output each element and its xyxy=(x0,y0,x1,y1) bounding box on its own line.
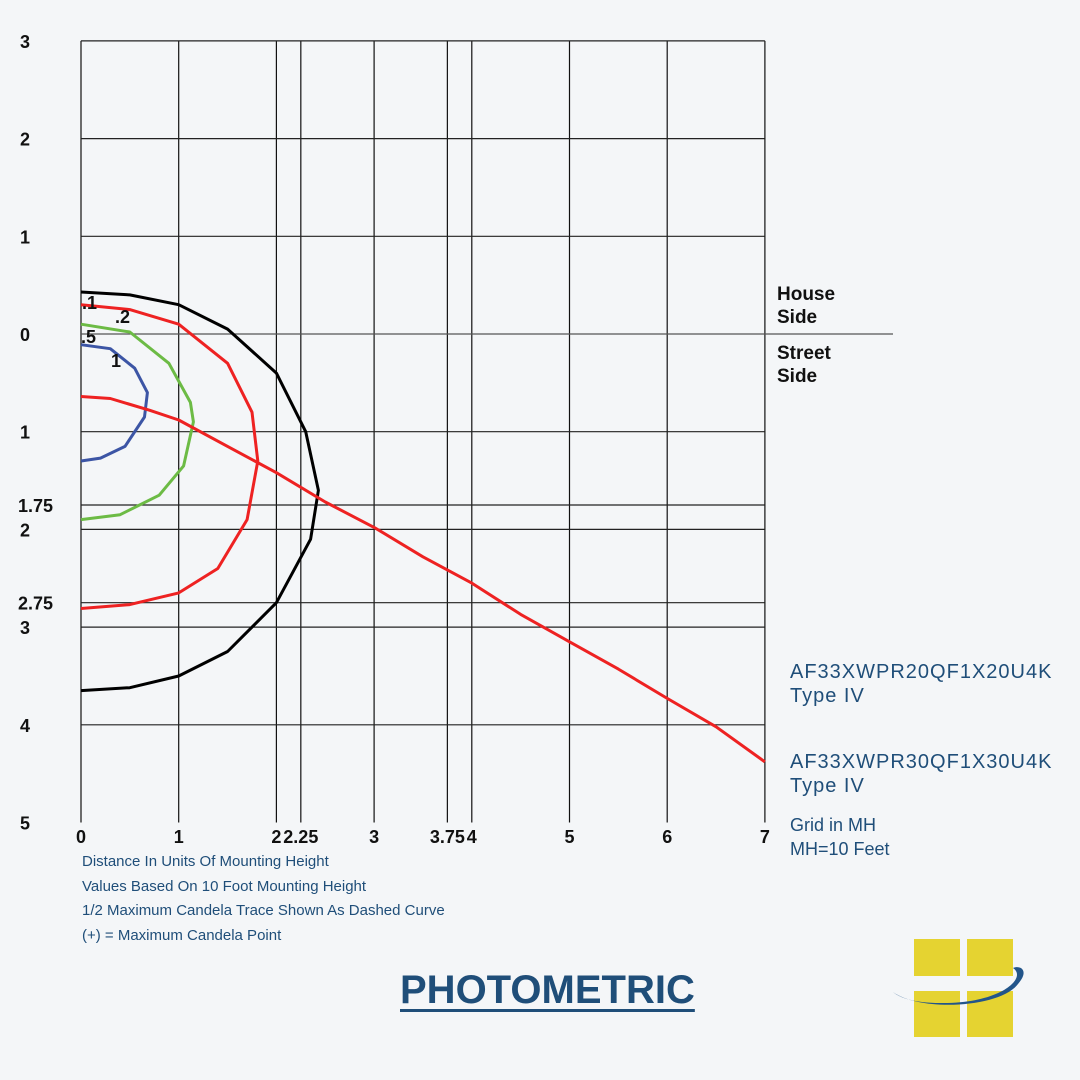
note-line: Distance In Units Of Mounting Height xyxy=(82,853,329,870)
contour-label-02: .2 xyxy=(115,307,130,327)
x-tick-label: 6 xyxy=(662,827,672,847)
y-tick-label: 2.75 xyxy=(18,594,53,614)
curves xyxy=(80,290,766,764)
note-line: 1/2 Maximum Candela Trace Shown As Dashe… xyxy=(82,902,445,920)
y-tick-label: 4 xyxy=(20,716,30,736)
isofootcandle-curve-.5 xyxy=(80,322,195,522)
logo-square xyxy=(914,939,960,976)
x-tick-label: 7 xyxy=(760,827,770,847)
model-2: AF33XWPR30QF1X30U4K Type IV xyxy=(790,750,1052,798)
contour-labels: .1 .2 .5 1 xyxy=(81,293,130,371)
contour-label-01: .1 xyxy=(82,293,97,313)
model-name: AF33XWPR20QF1X20U4K xyxy=(790,661,1053,683)
contour-label-05: .5 xyxy=(81,327,96,347)
y-tick-label: 1 xyxy=(20,227,30,247)
house-side-label: House Side xyxy=(777,283,835,329)
isofootcandle-curve-1 xyxy=(80,343,149,463)
x-tick-label: 2 xyxy=(271,827,281,847)
grid-note-line: Grid in MH xyxy=(790,815,877,835)
model-1: AF33XWPR20QF1X20U4K Type IV xyxy=(790,660,1052,708)
y-tick-label: 2 xyxy=(20,130,30,150)
note-line: Values Based On 10 Foot Mounting Height xyxy=(82,877,367,895)
y-tick-label: 0 xyxy=(20,325,30,345)
isofootcandle-curve-.2 xyxy=(80,303,260,610)
x-tick-label: 4 xyxy=(467,827,477,847)
x-tick-label: 0 xyxy=(76,827,86,847)
grid xyxy=(80,40,893,823)
house-side-line2: Side xyxy=(777,307,818,328)
x-tick-label: 3 xyxy=(369,827,379,847)
y-tick-label: 1 xyxy=(20,423,30,443)
y-tick-label: 1.75 xyxy=(18,496,53,516)
x-tick-label: 3.75 xyxy=(430,827,465,847)
isofootcandle-curve-.1 xyxy=(80,290,320,693)
logo-square xyxy=(967,939,1013,976)
y-tick-label: 5 xyxy=(20,814,30,834)
street-side-label: Street Side xyxy=(777,342,831,388)
notes: Distance In Units Of Mounting Height Val… xyxy=(82,850,445,949)
model-type: Type IV xyxy=(790,685,865,707)
grid-note-line: MH=10 Feet xyxy=(790,839,890,859)
y-tick-label: 2 xyxy=(20,520,30,540)
logo-square xyxy=(914,991,960,1037)
model-name: AF33XWPR30QF1X30U4K xyxy=(790,751,1053,773)
model-type: Type IV xyxy=(790,775,865,797)
house-side-line1: House xyxy=(777,284,836,305)
street-side-line1: Street xyxy=(777,343,831,364)
y-tick-label: 3 xyxy=(20,618,30,638)
x-tick-label: 5 xyxy=(564,827,574,847)
note-line: (+) = Maximum Candela Point xyxy=(82,927,282,945)
page-title: PHOTOMETRIC xyxy=(400,968,695,1012)
logo xyxy=(893,939,1024,1037)
x-tick-label: 2.25 xyxy=(283,827,318,847)
x-tick-label: 1 xyxy=(174,827,184,847)
y-tick-label: 3 xyxy=(20,32,30,52)
street-side-line2: Side xyxy=(777,366,818,387)
grid-note: Grid in MH MH=10 Feet xyxy=(790,813,890,861)
contour-label-1: 1 xyxy=(111,351,121,371)
isofootcandle-curve-max-candela-trace xyxy=(80,395,766,764)
